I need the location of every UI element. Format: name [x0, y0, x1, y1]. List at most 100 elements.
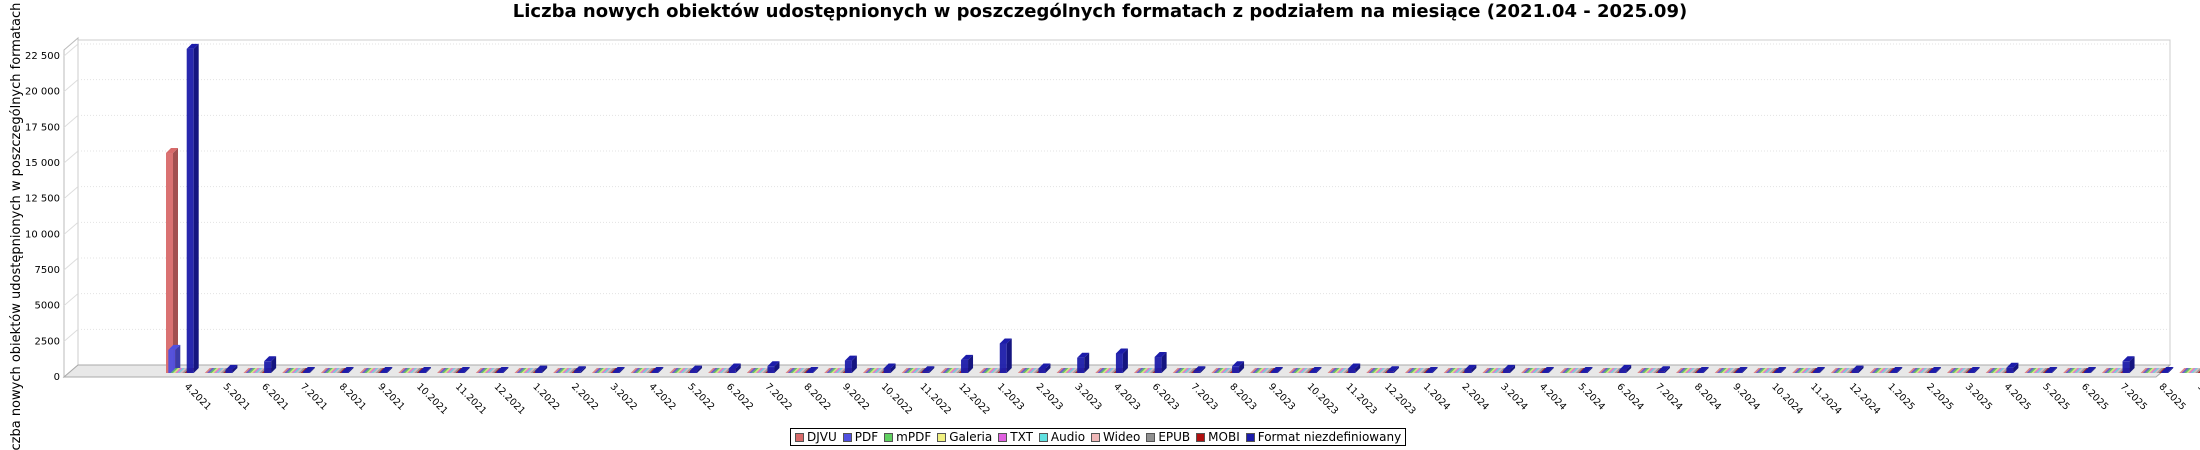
x-tick-label: 5.2022 [685, 381, 716, 412]
bar-format-niezdefiniowany [1348, 368, 1356, 373]
bar-top [1851, 365, 1864, 371]
bar-side [426, 367, 432, 373]
bar-format-niezdefiniowany [2083, 372, 2091, 373]
bar-top [767, 361, 780, 367]
bar-side [1161, 352, 1167, 373]
x-tick-label: 12.2023 [1382, 381, 1418, 417]
bar-top [612, 367, 625, 372]
bar-top [1232, 361, 1245, 367]
x-tick-label: 1.2025 [1885, 381, 1916, 412]
x-tick-label: 7.2023 [1189, 381, 1220, 412]
bar-top [1386, 366, 1399, 372]
bar-top [844, 355, 857, 361]
legend-swatch [795, 432, 804, 442]
legend-label: TXT [1010, 430, 1033, 444]
bar-side [1045, 363, 1051, 373]
x-tick-label: 11.2021 [453, 381, 489, 417]
x-tick-label: 12.2024 [1847, 381, 1883, 417]
x-tick-label: 11.2023 [1343, 381, 1379, 417]
bar-side [1355, 363, 1361, 373]
bar-side [580, 366, 586, 373]
bar-side [1277, 367, 1283, 373]
bar-side [1897, 367, 1903, 373]
bar-format-niezdefiniowany [1077, 357, 1085, 373]
x-tick-label: 6.2025 [2079, 381, 2110, 412]
bar-format-niezdefiniowany [2006, 367, 2014, 373]
y-axis-label: Liczba nowych obiektów udostępnionych w … [9, 3, 24, 450]
y-tick-label: 0 [54, 372, 60, 383]
left-wall [63, 36, 79, 379]
bar-side [193, 43, 199, 373]
x-tick-label: 12.2021 [492, 381, 528, 417]
bar-top [1696, 367, 1709, 372]
legend-swatch [1091, 432, 1101, 442]
legend-label: Wideo [1103, 430, 1141, 444]
bar-top [1928, 367, 1941, 372]
bar-format-niezdefiniowany [496, 372, 504, 373]
x-tick-label: 10.2022 [879, 381, 915, 417]
bar-top [186, 43, 199, 49]
legend-item: Format niezdefiniowany [1245, 430, 1402, 444]
x-tick-label: 7.2025 [2118, 381, 2149, 412]
x-tick-label: 4.2021 [182, 381, 213, 412]
bar-top [1967, 367, 1980, 372]
bar-format-niezdefiniowany [922, 371, 930, 373]
bar-format-niezdefiniowany [2045, 372, 2053, 373]
bar-format-niezdefiniowany [767, 366, 775, 373]
bar-format-niezdefiniowany [1541, 372, 1549, 373]
bar-format-niezdefiniowany [1812, 372, 1820, 373]
bar-side [1510, 364, 1516, 373]
x-tick-label: 12.2022 [956, 381, 992, 417]
bar-top [457, 367, 470, 372]
bar-side [1084, 352, 1090, 373]
bar-side [1200, 366, 1206, 373]
bar-format-niezdefiniowany [1774, 372, 1782, 373]
y-tick-label: 5000 [35, 301, 60, 312]
bar-format-niezdefiniowany [1232, 366, 1240, 373]
bar-format-niezdefiniowany [264, 361, 272, 373]
plot-area: 0 2500 5000 7500 10 000 12 500 15 000 17 500 20 … [25, 36, 2200, 417]
bar-format-niezdefiniowany [1309, 372, 1317, 373]
bar-format-niezdefiniowany [961, 359, 969, 373]
bar-side [813, 367, 819, 373]
bar-top [1657, 366, 1670, 372]
bar-format-niezdefiniowany [457, 372, 465, 373]
bar-top [1541, 367, 1554, 372]
bar-format-niezdefiniowany [1115, 353, 1123, 373]
bar-format-niezdefiniowany [302, 372, 310, 373]
legend-swatch [937, 432, 947, 442]
bar-side [1819, 367, 1825, 373]
bar-side [735, 363, 741, 373]
legend-label: EPUB [1158, 430, 1191, 444]
bar-side [1664, 366, 1670, 373]
bar-top [1812, 367, 1825, 372]
bar-format-niezdefiniowany [1735, 372, 1743, 373]
legend-item: DJVU [795, 430, 837, 444]
chart-title: Liczba nowych obiektów udostępnionych w … [513, 1, 1687, 22]
x-tick-label: 8.2021 [337, 381, 368, 412]
bar-format-niezdefiniowany [380, 372, 388, 373]
legend-item: Audio [1038, 430, 1085, 444]
bar-format-niezdefiniowany [1580, 372, 1588, 373]
legend-label: Format niezdefiniowany [1257, 430, 1402, 444]
legend-swatch [998, 432, 1008, 442]
bar-side [309, 367, 315, 373]
bar-side [542, 365, 548, 373]
x-tick-label: 5.2021 [221, 381, 252, 412]
legend-label: MOBI [1208, 430, 1240, 444]
gridline-diag [63, 79, 79, 93]
bar-top [2045, 367, 2058, 372]
bar-top [225, 364, 238, 370]
x-tick-label: 6.2023 [1150, 381, 1181, 412]
legend-swatch [842, 432, 852, 442]
bar-top [1348, 363, 1361, 369]
back-wall [77, 39, 2171, 366]
x-tick-label: 3.2022 [608, 381, 639, 412]
bar-format-niezdefiniowany [1696, 372, 1704, 373]
bar-top [2083, 367, 2096, 372]
bar-format-niezdefiniowany [225, 369, 233, 373]
x-tick-label: 1.2023 [995, 381, 1026, 412]
legend-item: mPDF [884, 430, 931, 444]
bar-djvu [166, 153, 173, 373]
bar-side [1742, 367, 1748, 373]
